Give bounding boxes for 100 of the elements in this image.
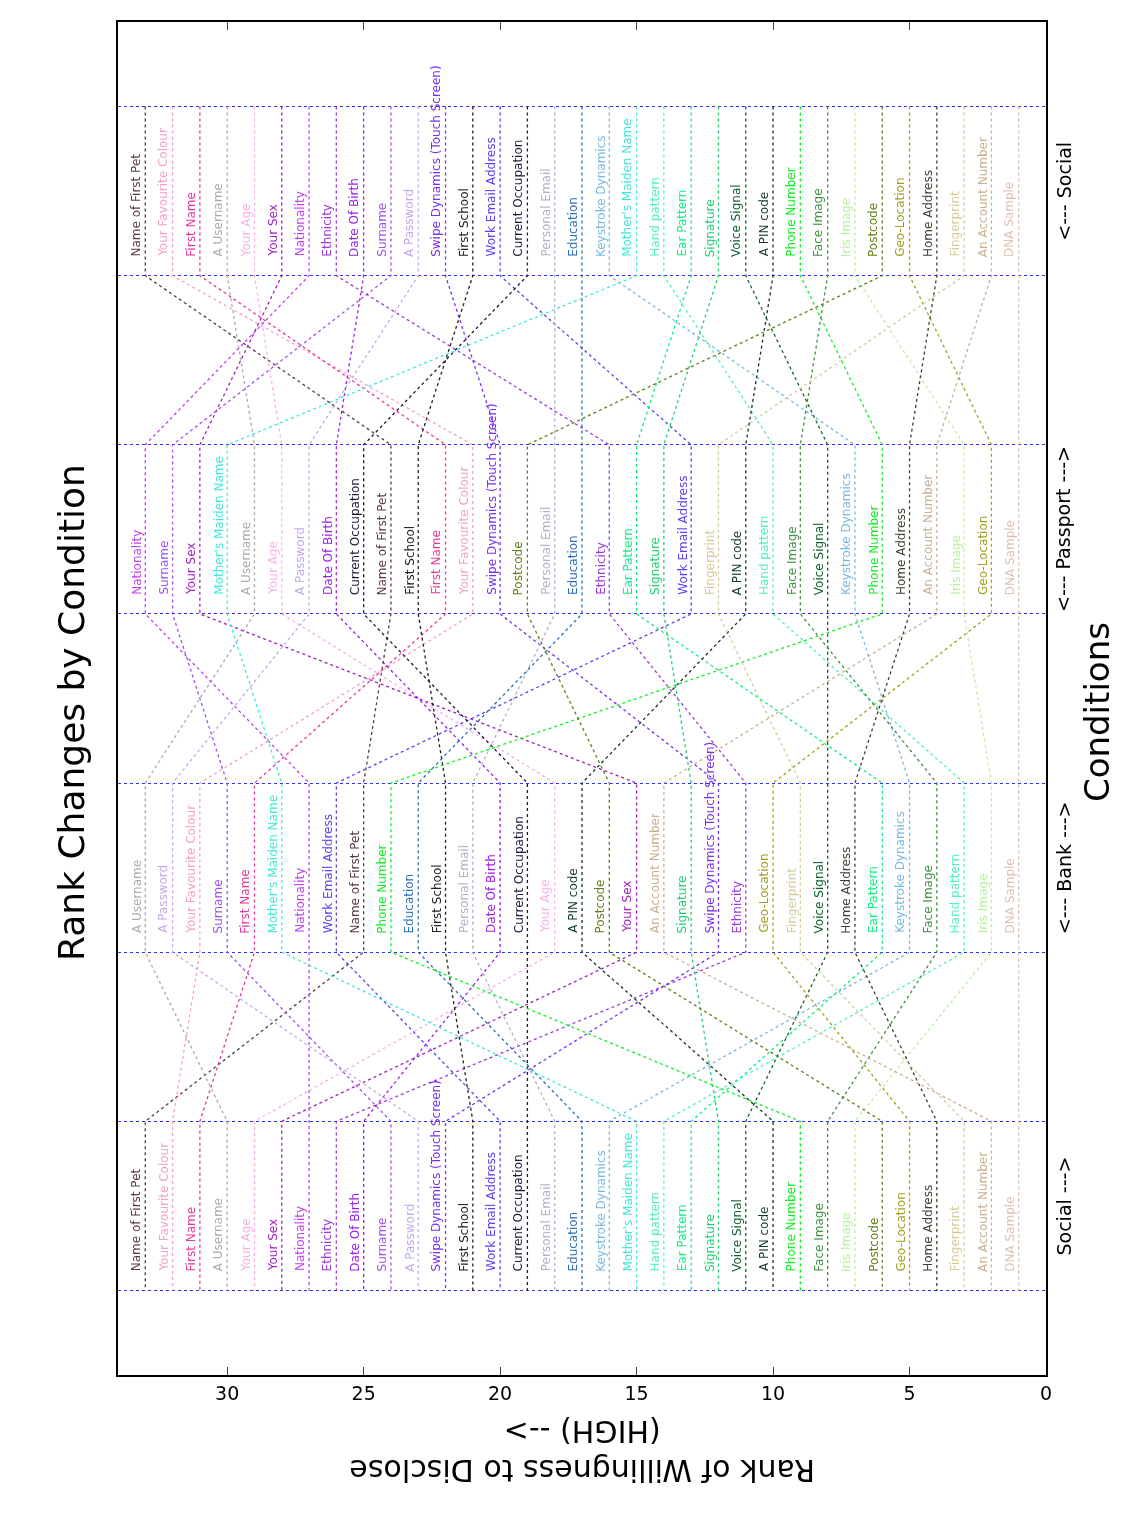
text: Home Address — [920, 170, 935, 258]
text: Education — [565, 535, 580, 596]
text: Date Of Birth — [320, 516, 335, 595]
text: Phone Number — [784, 167, 799, 257]
text: Rank Changes by Condition — [50, 464, 92, 961]
text: Surname — [156, 540, 171, 595]
text: Postcode — [511, 541, 526, 596]
text: Your Favourite Colour — [156, 1142, 171, 1271]
text: Surname — [375, 1217, 390, 1272]
text: First Name — [238, 869, 253, 934]
x-axis-title: Rank of Willingness to Disclose (HIGH) --> — [349, 1414, 815, 1489]
text: Your Sex — [183, 542, 198, 594]
x-tick-label: 0 — [1039, 1381, 1053, 1404]
text: Name of First Pet — [347, 830, 362, 934]
text: Your Age — [238, 1218, 253, 1272]
text: DNA Sample — [1002, 181, 1017, 257]
text: Iris Image — [838, 197, 853, 258]
text: Current Occupation — [511, 1154, 526, 1272]
text: Ethnicity — [593, 542, 608, 595]
text: Surname — [375, 202, 390, 257]
text: Personal Email — [538, 506, 553, 595]
text: Postcode — [866, 202, 881, 258]
text: Personal Email — [539, 1183, 554, 1272]
text: Education — [566, 197, 581, 257]
text: Current Occupation — [348, 478, 363, 596]
text: <--- Social — [1052, 141, 1075, 241]
text: <--- Passport ---> — [1052, 445, 1075, 613]
text: Personal Email — [456, 844, 471, 934]
text: First School — [402, 525, 417, 595]
text: <--- Bank ---> — [1053, 801, 1076, 935]
text: Work Email Address — [483, 137, 498, 257]
text: A PIN code — [757, 1206, 772, 1272]
text: DNA Sample — [1002, 1196, 1017, 1272]
text: Mother's Maiden Name — [211, 456, 226, 595]
text: Geo-Location — [893, 177, 908, 257]
text: Nationality — [293, 1205, 308, 1272]
x-tick-label: 20 — [488, 1381, 513, 1404]
text: Ear Pattern — [675, 1204, 690, 1272]
text: Name of First Pet — [375, 492, 390, 596]
text: A Username — [210, 183, 225, 257]
text: Ethnicity — [320, 1218, 335, 1272]
text: Date Of Birth — [347, 178, 362, 257]
text: First School — [429, 864, 444, 934]
text: First Name — [184, 192, 199, 257]
text: Hand pattern — [648, 177, 663, 257]
text: Signature — [702, 1214, 717, 1272]
text: A Password — [402, 188, 417, 258]
text: Geo-Location — [893, 1192, 908, 1272]
text: Swipe Dynamics (Touch Screen) — [484, 403, 499, 595]
text: Ethnicity — [729, 880, 744, 934]
y-axis-title: Conditions — [1077, 622, 1118, 803]
text: Geo-Location — [975, 515, 990, 595]
text: Voice Signal — [729, 184, 744, 258]
x-tick-label: 5 — [903, 1381, 916, 1404]
text: Work Email Address — [320, 814, 335, 934]
text: Face Image — [784, 526, 799, 595]
text: An Account Number — [975, 137, 990, 258]
text: Your Sex — [265, 204, 280, 256]
x-tick-label: 25 — [351, 1381, 376, 1404]
text: Nationality — [129, 529, 144, 595]
text: First School — [456, 188, 471, 258]
text: A PIN code — [566, 868, 581, 933]
text: A Username — [238, 521, 253, 595]
text: Home Address — [894, 508, 908, 596]
text: Hand pattern — [648, 1191, 663, 1272]
text: Home Address — [839, 846, 854, 934]
text: Postcode — [866, 1217, 881, 1272]
text: Current Occupation — [511, 139, 526, 257]
text: Hand pattern — [947, 853, 962, 934]
text: Swipe Dynamics (Touch Screen) — [429, 65, 444, 257]
text: Your Sex — [266, 1218, 281, 1272]
text: Keystroke Dynamics — [593, 1150, 608, 1272]
x-tick-label: 15 — [624, 1381, 649, 1404]
text: Your Favourite Colour — [156, 128, 171, 256]
text: Home Address — [920, 1184, 935, 1272]
text: Fingerprint — [702, 529, 717, 595]
text: Education — [566, 1211, 581, 1272]
text: Hand pattern — [757, 515, 772, 596]
text: Your Favourite Colour — [457, 466, 472, 596]
text: Mother's Maiden Name — [620, 118, 635, 257]
text: Voice Signal — [729, 1199, 744, 1272]
text: Ear Pattern — [674, 189, 689, 257]
text: Signature — [647, 537, 662, 595]
text: Date Of Birth — [484, 854, 499, 933]
text: First Name — [429, 530, 444, 595]
text: Mother's Maiden Name — [265, 794, 280, 934]
text: Your Age — [238, 203, 253, 257]
text: Fingerprint — [784, 868, 799, 934]
text: An Account Number — [920, 474, 935, 595]
text: Your Age — [265, 541, 280, 594]
text: Surname — [210, 879, 225, 934]
text: Fingerprint — [948, 1206, 963, 1272]
text: A Password — [402, 1203, 417, 1272]
text: Nationality — [292, 191, 307, 257]
x-tick-label: 30 — [215, 1381, 240, 1404]
text: Ear Pattern — [866, 866, 881, 934]
text: Name of First Pet — [129, 154, 144, 257]
text: Voice Signal — [812, 522, 827, 596]
text: Voice Signal — [811, 860, 826, 934]
text: A PIN code — [730, 530, 745, 596]
